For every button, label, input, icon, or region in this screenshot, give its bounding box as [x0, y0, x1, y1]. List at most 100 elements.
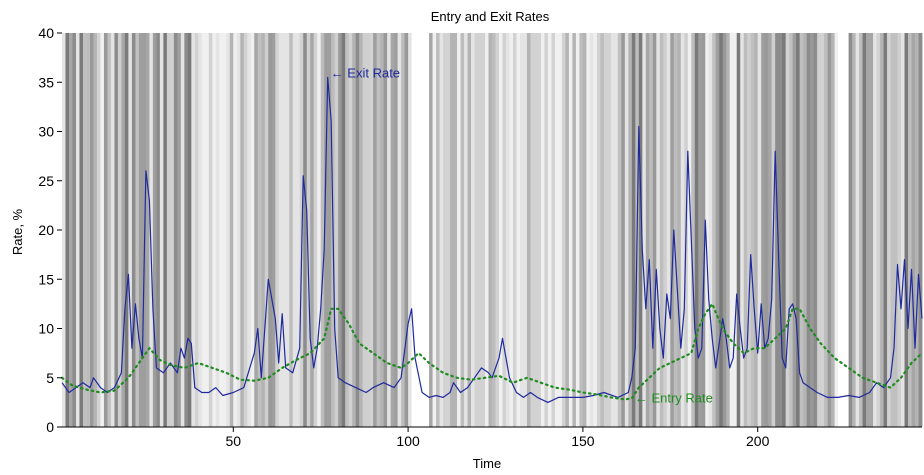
- background-band: [722, 33, 727, 427]
- x-tick-label: 50: [226, 433, 242, 449]
- background-band: [575, 33, 580, 427]
- background-band: [327, 33, 332, 427]
- background-band: [806, 33, 811, 427]
- background-band: [677, 33, 682, 427]
- background-band: [366, 33, 371, 427]
- background-band: [86, 33, 91, 427]
- background-band: [593, 33, 598, 427]
- background-band: [740, 33, 745, 427]
- background-band: [89, 33, 94, 427]
- background-band: [166, 33, 171, 427]
- background-band: [855, 33, 860, 427]
- background-band: [467, 33, 472, 427]
- annotation-label: ← Entry Rate: [635, 390, 713, 405]
- background-band: [198, 33, 203, 427]
- background-band: [128, 33, 133, 427]
- background-band: [617, 33, 622, 427]
- background-band: [747, 33, 752, 427]
- background-band: [152, 33, 157, 427]
- background-band: [201, 33, 206, 427]
- background-band: [474, 33, 479, 427]
- background-band: [488, 33, 493, 427]
- background-band: [687, 33, 692, 427]
- y-axis: 0 5 10 15 20 25 30 35 40: [38, 25, 62, 435]
- background-band: [502, 33, 507, 427]
- background-band: [446, 33, 451, 427]
- background-band: [306, 33, 311, 427]
- background-band: [628, 33, 633, 427]
- background-band: [348, 33, 353, 427]
- background-band: [897, 33, 902, 427]
- background-band: [345, 33, 350, 427]
- y-tick-label: 40: [38, 25, 54, 41]
- background-band: [817, 33, 822, 427]
- background-band: [254, 33, 259, 427]
- background-band: [705, 33, 710, 427]
- background-band: [264, 33, 269, 427]
- plot-area: [60, 76, 924, 403]
- background-band: [131, 33, 136, 427]
- background-bands: [62, 33, 923, 427]
- background-band: [450, 33, 454, 427]
- background-band: [82, 33, 87, 427]
- background-band: [880, 33, 884, 427]
- background-band: [649, 33, 654, 427]
- background-band: [338, 33, 343, 427]
- background-band: [698, 33, 703, 427]
- background-band: [394, 33, 399, 427]
- background-band: [289, 33, 294, 427]
- series-line-exit-rate: [61, 76, 923, 403]
- background-band: [680, 33, 685, 427]
- background-band: [834, 33, 839, 427]
- background-band: [519, 33, 524, 427]
- background-band: [310, 33, 315, 427]
- background-band: [93, 33, 98, 427]
- y-tick-label: 20: [38, 222, 54, 238]
- background-band: [397, 33, 402, 427]
- background-band: [537, 33, 542, 427]
- background-band: [275, 33, 280, 427]
- background-band: [883, 33, 888, 427]
- background-band: [565, 33, 570, 427]
- background-band: [652, 33, 657, 427]
- background-band: [317, 33, 322, 427]
- background-band: [498, 33, 503, 427]
- background-band: [96, 33, 101, 427]
- background-band: [282, 33, 287, 427]
- background-band: [79, 33, 84, 427]
- background-band: [425, 33, 430, 427]
- background-band: [464, 33, 468, 427]
- background-band: [813, 33, 818, 427]
- background-band: [869, 33, 874, 427]
- background-band: [292, 33, 297, 427]
- background-band: [411, 33, 416, 427]
- y-tick-label: 15: [38, 271, 54, 287]
- background-band: [610, 33, 615, 427]
- background-band: [138, 33, 143, 427]
- background-band: [65, 33, 70, 427]
- background-band: [859, 33, 863, 427]
- background-band: [642, 33, 647, 427]
- background-band: [614, 33, 619, 427]
- background-band: [285, 33, 290, 427]
- background-band: [509, 33, 514, 427]
- background-band: [820, 33, 825, 427]
- annotation-label: ← Exit Rate: [331, 65, 400, 80]
- background-band: [607, 33, 612, 427]
- background-band: [908, 33, 912, 427]
- background-band: [670, 33, 675, 427]
- background-band: [352, 33, 357, 427]
- background-band: [799, 33, 804, 427]
- background-band: [694, 33, 699, 427]
- background-band: [547, 33, 552, 427]
- background-band: [334, 33, 339, 427]
- background-band: [768, 33, 773, 427]
- background-band: [117, 33, 122, 427]
- background-band: [904, 33, 909, 427]
- background-band: [62, 33, 66, 427]
- y-tick-label: 10: [38, 321, 54, 337]
- background-band: [124, 33, 129, 427]
- background-band: [586, 33, 591, 427]
- background-band: [324, 33, 329, 427]
